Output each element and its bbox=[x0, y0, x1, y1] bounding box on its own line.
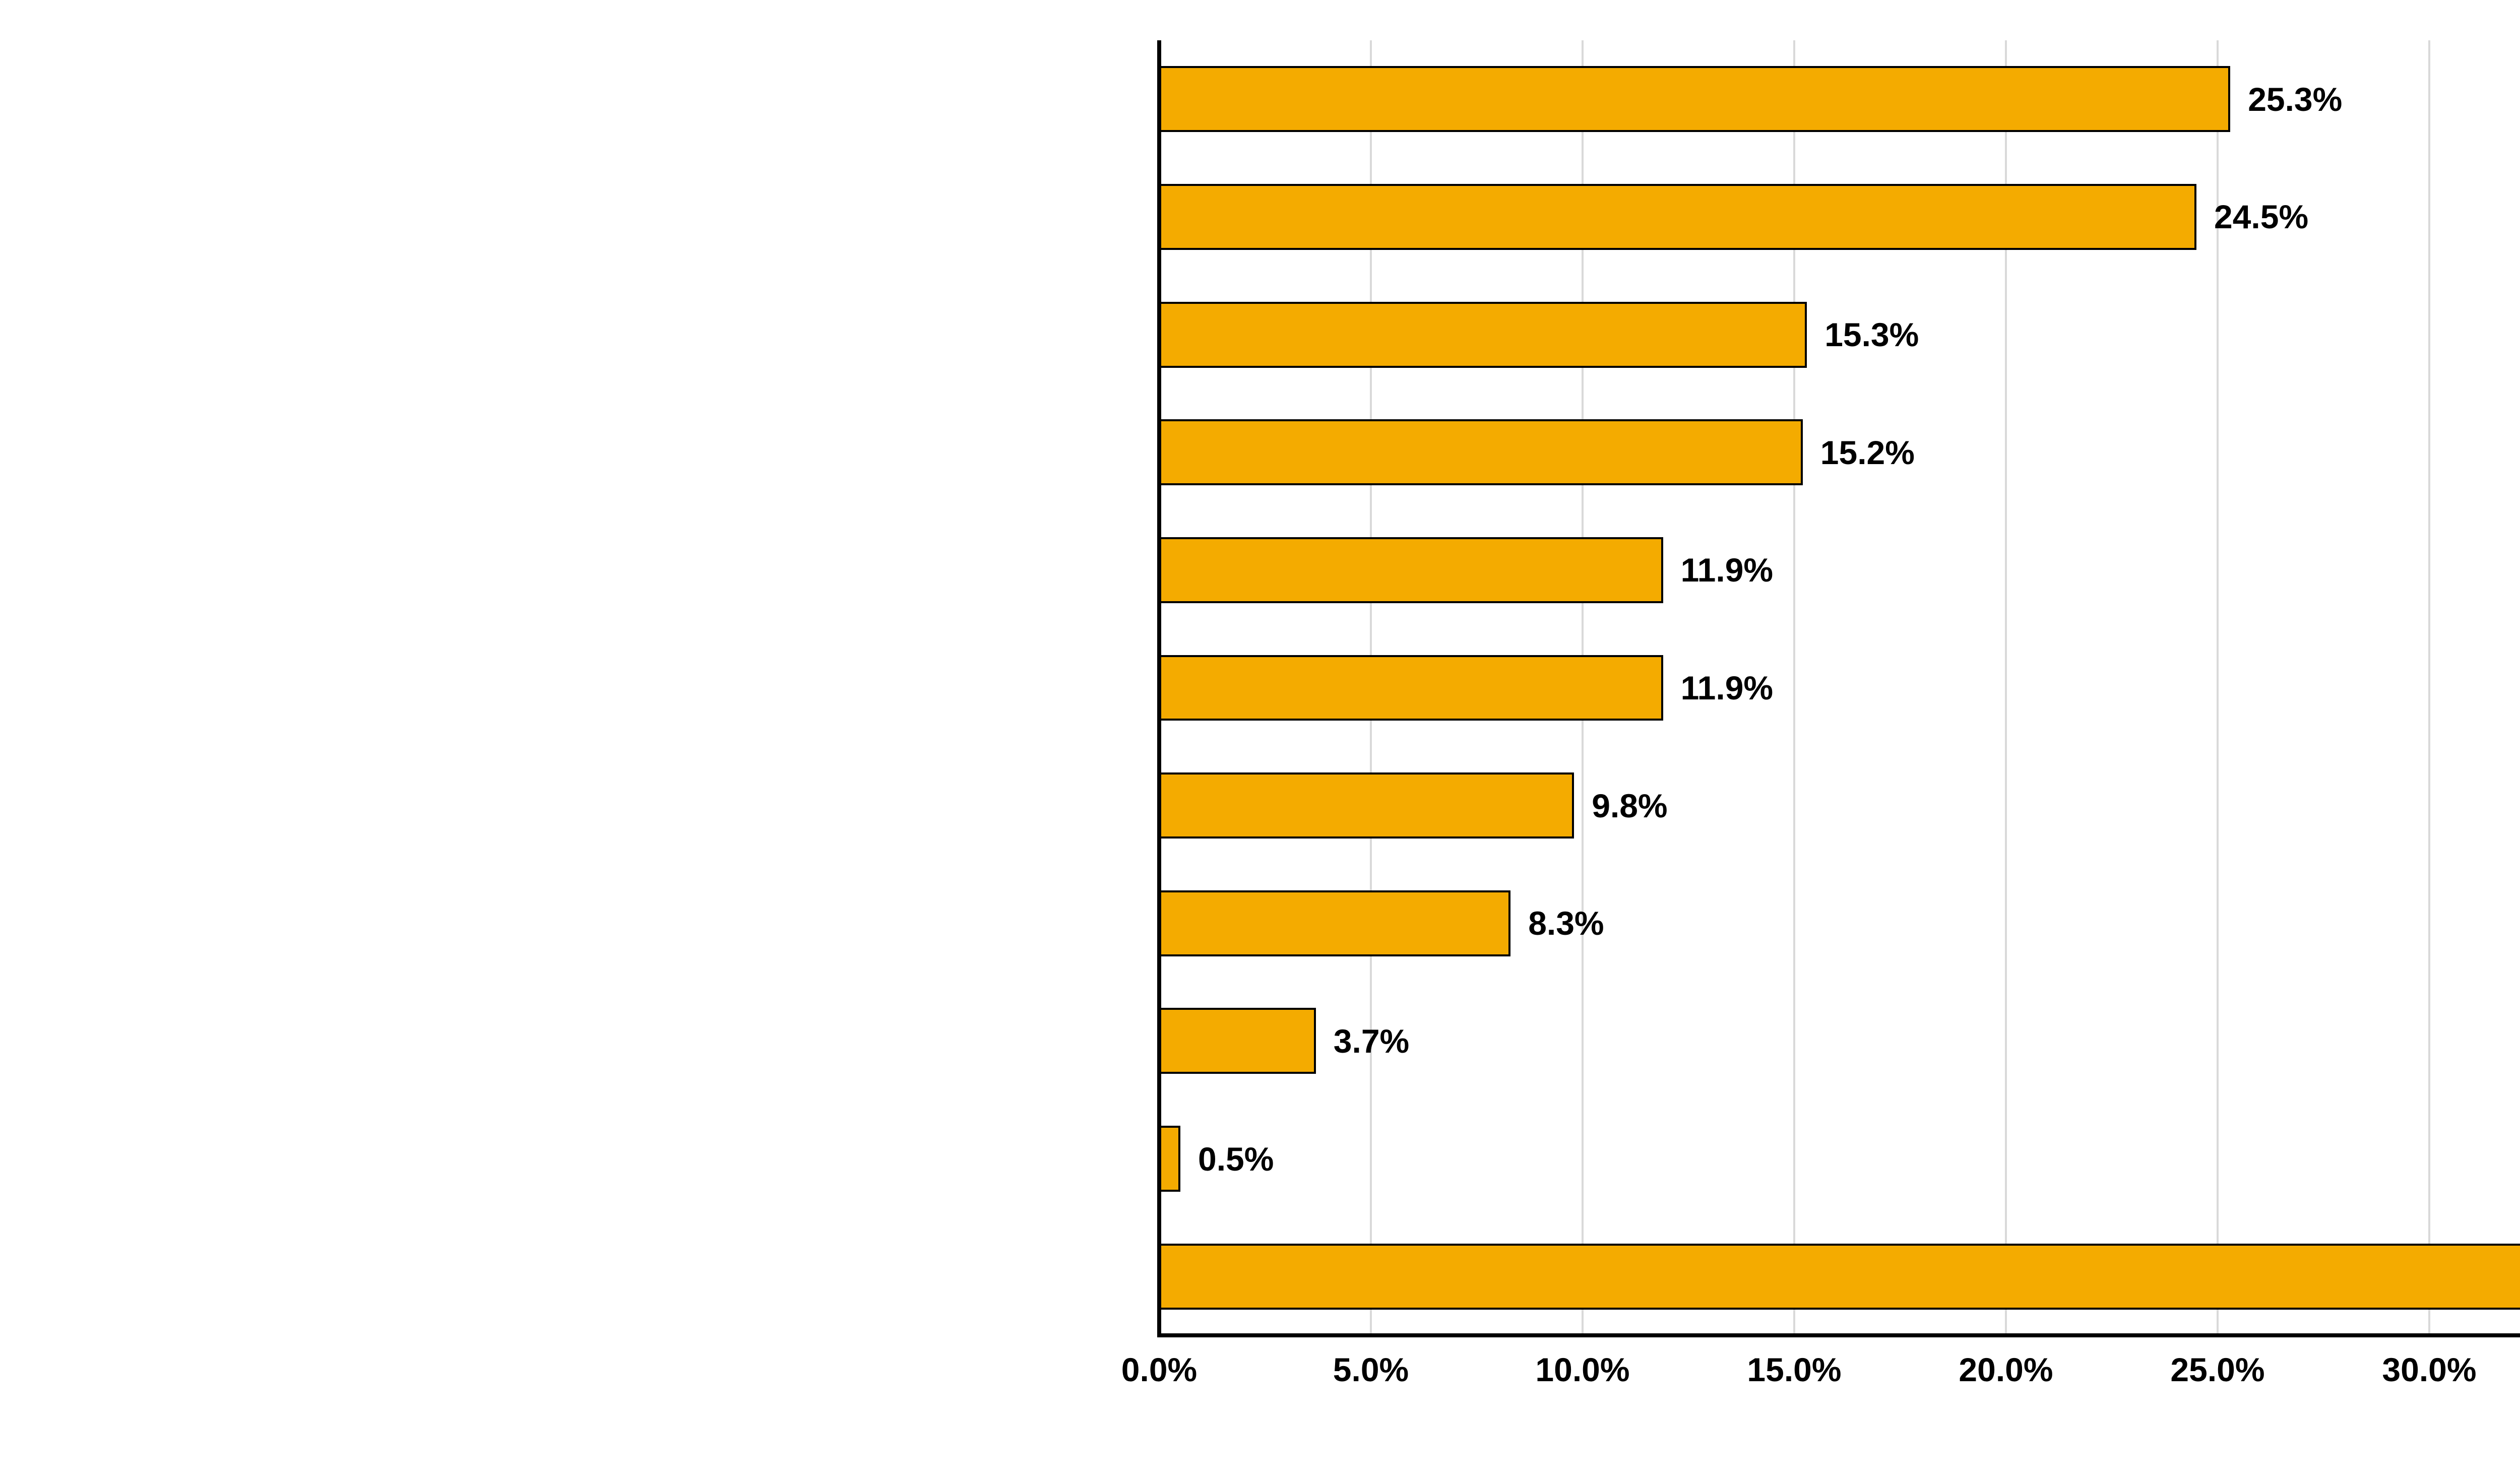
x-tick-label: 0.0% bbox=[1121, 1350, 1197, 1389]
bar-chart: 0.0%5.0%10.0%15.0%20.0%25.0%30.0%35.0%40… bbox=[0, 40, 2520, 1451]
category-label: 泡を立てるのが面倒 bbox=[2288, 898, 2520, 948]
value-label: 3.7% bbox=[1334, 1022, 1409, 1060]
bar bbox=[1159, 890, 1510, 956]
bar bbox=[1159, 184, 2196, 250]
bar bbox=[1159, 419, 1803, 485]
category-label: どのくらいの時間洗ったらいいのか分からない bbox=[2288, 545, 2520, 595]
category-label: 特に悩みは無い bbox=[2288, 1252, 2520, 1302]
x-tick-label: 20.0% bbox=[1959, 1350, 2053, 1389]
x-axis bbox=[1157, 1333, 2520, 1337]
x-tick-label: 10.0% bbox=[1535, 1350, 1629, 1389]
category-label: きちんとすすげているか分からない bbox=[2288, 427, 2520, 477]
bar bbox=[1159, 1126, 1180, 1192]
category-label: シャンプーがうまく泡立たない、泡がへたる bbox=[2288, 663, 2520, 713]
category-label: 汚れがきちんと落ちているか分からない bbox=[2288, 192, 2520, 242]
value-label: 8.3% bbox=[1528, 904, 1604, 942]
x-tick-label: 5.0% bbox=[1333, 1350, 1409, 1389]
value-label: 0.5% bbox=[1198, 1140, 1274, 1178]
x-tick-label: 30.0% bbox=[2382, 1350, 2476, 1389]
category-label: その他 bbox=[2288, 1134, 2520, 1184]
bar bbox=[1159, 66, 2230, 132]
bar bbox=[1159, 537, 1663, 603]
bar bbox=[1159, 655, 1663, 721]
category-label: 正しい洗い方が分からない bbox=[2288, 310, 2520, 360]
value-label: 25.3% bbox=[2248, 80, 2342, 118]
category-label: 適量が分からない bbox=[2288, 781, 2520, 830]
value-label: 15.2% bbox=[1820, 433, 1915, 472]
value-label: 11.9% bbox=[1681, 669, 1774, 707]
bar bbox=[1159, 302, 1807, 368]
value-label: 9.8% bbox=[1592, 787, 1667, 825]
x-tick-label: 25.0% bbox=[2170, 1350, 2264, 1389]
x-tick-label: 15.0% bbox=[1747, 1350, 1841, 1389]
value-label: 11.9% bbox=[1681, 551, 1774, 589]
bar bbox=[1159, 772, 1574, 838]
bar bbox=[1159, 1008, 1316, 1074]
category-label: シャワーの適温が分からない bbox=[2288, 1016, 2520, 1066]
value-label: 15.3% bbox=[1824, 315, 1919, 354]
value-label: 24.5% bbox=[2214, 198, 2308, 236]
